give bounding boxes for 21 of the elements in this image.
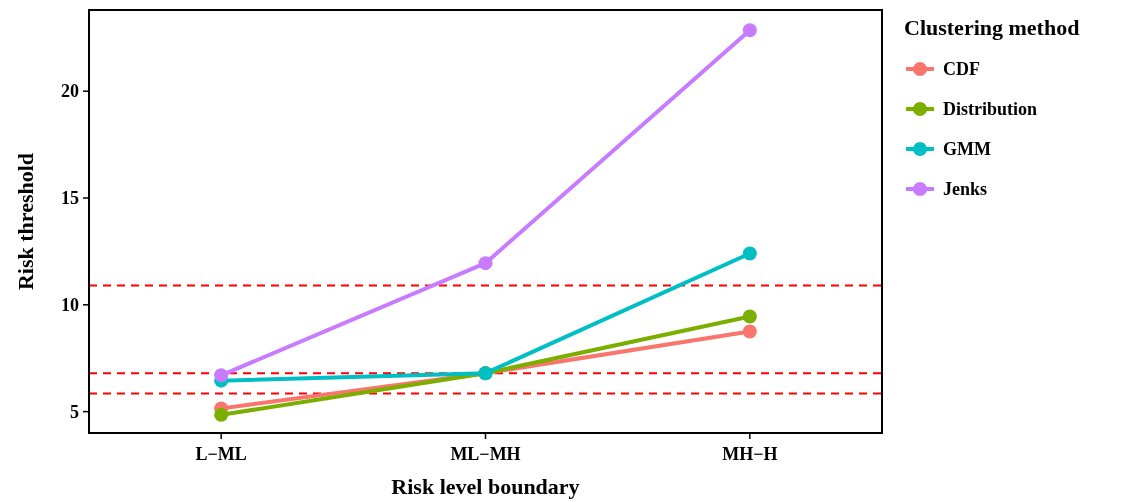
y-tick-label: 5 [70, 401, 79, 422]
point [478, 256, 493, 271]
legend-label: GMM [943, 139, 991, 160]
legend-label: CDF [943, 59, 980, 80]
point [742, 324, 757, 339]
x-tick-label: L−ML [195, 444, 247, 464]
y-axis-title: Risk threshold [13, 152, 38, 291]
legend-label: Distribution [943, 99, 1038, 120]
point [742, 246, 757, 261]
x-tick-label: ML−MH [450, 444, 521, 464]
point [214, 368, 229, 383]
point [742, 309, 757, 324]
y-tick-label: 15 [61, 188, 79, 209]
point [742, 23, 757, 38]
x-tick-label: MH−H [722, 444, 778, 464]
y-tick-label: 10 [61, 295, 79, 316]
x-axis-title: Risk level boundary [391, 474, 580, 499]
point [214, 407, 229, 422]
legend-title: Clustering method [904, 15, 1080, 40]
legend-label: Jenks [943, 179, 988, 200]
y-tick-label: 20 [61, 81, 79, 102]
